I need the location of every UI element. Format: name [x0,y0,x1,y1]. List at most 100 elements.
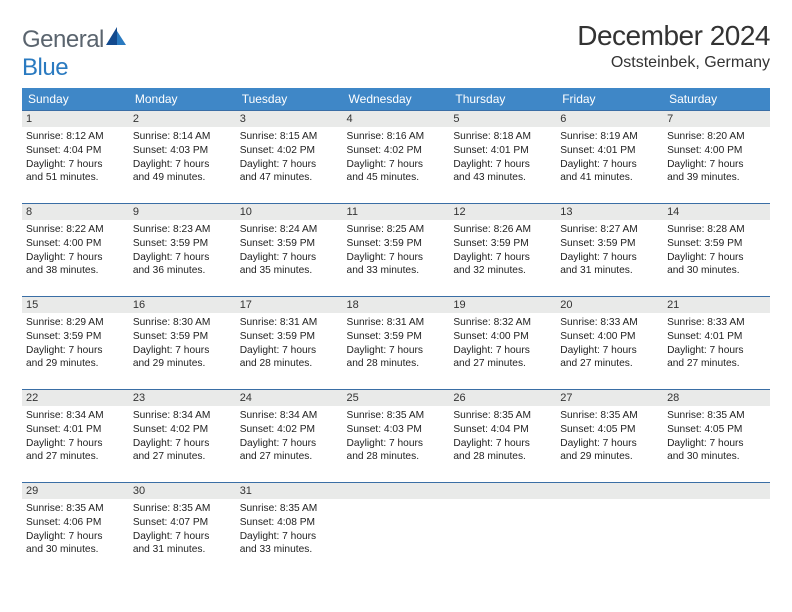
daylight-line1: Daylight: 7 hours [560,251,659,265]
daylight-line1: Daylight: 7 hours [240,158,339,172]
daylight-line2: and 29 minutes. [560,450,659,464]
daylight-line2: and 33 minutes. [240,543,339,557]
day-number: 2 [129,111,236,127]
daylight-line2: and 43 minutes. [453,171,552,185]
day-number: 9 [129,204,236,220]
daylight-line2: and 30 minutes. [26,543,125,557]
sunrise-text: Sunrise: 8:25 AM [347,223,446,237]
weekday-header: Friday [556,88,663,111]
daylight-line2: and 28 minutes. [453,450,552,464]
sunrise-text: Sunrise: 8:34 AM [240,409,339,423]
day-details: Sunrise: 8:31 AMSunset: 3:59 PMDaylight:… [343,313,450,374]
day-details: Sunrise: 8:26 AMSunset: 3:59 PMDaylight:… [449,220,556,281]
day-details: Sunrise: 8:24 AMSunset: 3:59 PMDaylight:… [236,220,343,281]
daylight-line1: Daylight: 7 hours [453,251,552,265]
sunrise-text: Sunrise: 8:16 AM [347,130,446,144]
daylight-line1: Daylight: 7 hours [26,437,125,451]
day-details: Sunrise: 8:18 AMSunset: 4:01 PMDaylight:… [449,127,556,188]
sunset-text: Sunset: 3:59 PM [453,237,552,251]
daylight-line1: Daylight: 7 hours [347,158,446,172]
calendar-cell: 20Sunrise: 8:33 AMSunset: 4:00 PMDayligh… [556,297,663,390]
sunset-text: Sunset: 4:05 PM [560,423,659,437]
daylight-line1: Daylight: 7 hours [133,530,232,544]
calendar-cell: 18Sunrise: 8:31 AMSunset: 3:59 PMDayligh… [343,297,450,390]
day-details: Sunrise: 8:35 AMSunset: 4:07 PMDaylight:… [129,499,236,560]
calendar-cell: 30Sunrise: 8:35 AMSunset: 4:07 PMDayligh… [129,483,236,576]
daylight-line2: and 31 minutes. [560,264,659,278]
sunrise-text: Sunrise: 8:35 AM [347,409,446,423]
day-number: 21 [663,297,770,313]
sail-icon [106,26,128,54]
daylight-line2: and 33 minutes. [347,264,446,278]
day-number: 10 [236,204,343,220]
daylight-line1: Daylight: 7 hours [133,251,232,265]
sunrise-text: Sunrise: 8:15 AM [240,130,339,144]
calendar-row: 15Sunrise: 8:29 AMSunset: 3:59 PMDayligh… [22,297,770,390]
daylight-line1: Daylight: 7 hours [240,530,339,544]
calendar-row: 22Sunrise: 8:34 AMSunset: 4:01 PMDayligh… [22,390,770,483]
day-details: Sunrise: 8:34 AMSunset: 4:02 PMDaylight:… [236,406,343,467]
day-details: Sunrise: 8:35 AMSunset: 4:05 PMDaylight:… [663,406,770,467]
weekday-header: Tuesday [236,88,343,111]
calendar-row: 8Sunrise: 8:22 AMSunset: 4:00 PMDaylight… [22,204,770,297]
sunset-text: Sunset: 4:03 PM [347,423,446,437]
calendar-cell: 5Sunrise: 8:18 AMSunset: 4:01 PMDaylight… [449,111,556,204]
day-number: 25 [343,390,450,406]
day-details: Sunrise: 8:12 AMSunset: 4:04 PMDaylight:… [22,127,129,188]
day-number: 18 [343,297,450,313]
daylight-line2: and 39 minutes. [667,171,766,185]
daylight-line2: and 38 minutes. [26,264,125,278]
sunrise-text: Sunrise: 8:33 AM [560,316,659,330]
weekday-header: Monday [129,88,236,111]
sunset-text: Sunset: 4:08 PM [240,516,339,530]
day-details: Sunrise: 8:15 AMSunset: 4:02 PMDaylight:… [236,127,343,188]
day-number: 8 [22,204,129,220]
sunrise-text: Sunrise: 8:33 AM [667,316,766,330]
day-details: Sunrise: 8:28 AMSunset: 3:59 PMDaylight:… [663,220,770,281]
calendar-cell: 10Sunrise: 8:24 AMSunset: 3:59 PMDayligh… [236,204,343,297]
day-number: 15 [22,297,129,313]
calendar-cell: 31Sunrise: 8:35 AMSunset: 4:08 PMDayligh… [236,483,343,576]
logo-word1: General [22,26,104,53]
day-details: Sunrise: 8:29 AMSunset: 3:59 PMDaylight:… [22,313,129,374]
daylight-line1: Daylight: 7 hours [133,437,232,451]
logo-text: GeneralBlue [22,26,128,82]
sunset-text: Sunset: 4:01 PM [560,144,659,158]
sunset-text: Sunset: 4:05 PM [667,423,766,437]
daylight-line2: and 28 minutes. [347,450,446,464]
daylight-line1: Daylight: 7 hours [240,437,339,451]
sunrise-text: Sunrise: 8:35 AM [133,502,232,516]
daylight-line1: Daylight: 7 hours [26,251,125,265]
sunset-text: Sunset: 3:59 PM [133,237,232,251]
daylight-line1: Daylight: 7 hours [26,530,125,544]
calendar-cell: 12Sunrise: 8:26 AMSunset: 3:59 PMDayligh… [449,204,556,297]
daylight-line2: and 31 minutes. [133,543,232,557]
sunset-text: Sunset: 4:01 PM [667,330,766,344]
daylight-line2: and 27 minutes. [26,450,125,464]
calendar-cell: 6Sunrise: 8:19 AMSunset: 4:01 PMDaylight… [556,111,663,204]
page-title: December 2024 [577,20,770,52]
calendar-cell: 2Sunrise: 8:14 AMSunset: 4:03 PMDaylight… [129,111,236,204]
calendar-cell: 13Sunrise: 8:27 AMSunset: 3:59 PMDayligh… [556,204,663,297]
sunset-text: Sunset: 4:01 PM [453,144,552,158]
calendar-cell: 21Sunrise: 8:33 AMSunset: 4:01 PMDayligh… [663,297,770,390]
sunset-text: Sunset: 3:59 PM [347,330,446,344]
day-details: Sunrise: 8:33 AMSunset: 4:00 PMDaylight:… [556,313,663,374]
daylight-line2: and 30 minutes. [667,450,766,464]
calendar-cell: 19Sunrise: 8:32 AMSunset: 4:00 PMDayligh… [449,297,556,390]
daylight-line2: and 36 minutes. [133,264,232,278]
calendar-cell: 8Sunrise: 8:22 AMSunset: 4:00 PMDaylight… [22,204,129,297]
day-number: 3 [236,111,343,127]
sunrise-text: Sunrise: 8:31 AM [347,316,446,330]
sunrise-text: Sunrise: 8:32 AM [453,316,552,330]
day-details: Sunrise: 8:16 AMSunset: 4:02 PMDaylight:… [343,127,450,188]
location-label: Oststeinbek, Germany [577,54,770,72]
sunrise-text: Sunrise: 8:20 AM [667,130,766,144]
sunrise-text: Sunrise: 8:12 AM [26,130,125,144]
calendar-cell: 14Sunrise: 8:28 AMSunset: 3:59 PMDayligh… [663,204,770,297]
day-number: 26 [449,390,556,406]
sunset-text: Sunset: 4:01 PM [26,423,125,437]
sunrise-text: Sunrise: 8:28 AM [667,223,766,237]
calendar-table: Sunday Monday Tuesday Wednesday Thursday… [22,88,770,576]
calendar-row: 1Sunrise: 8:12 AMSunset: 4:04 PMDaylight… [22,111,770,204]
